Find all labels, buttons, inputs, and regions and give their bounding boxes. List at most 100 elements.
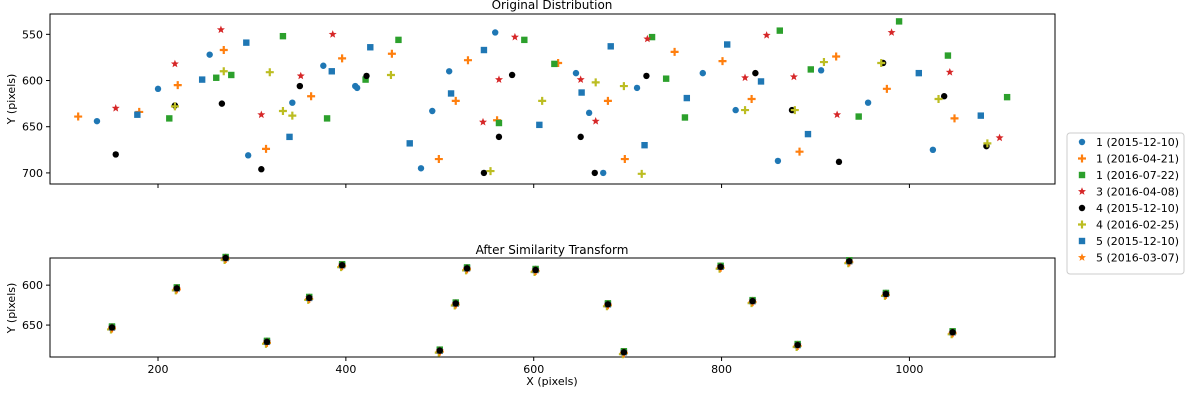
bottom-point bbox=[794, 341, 801, 349]
top-point-series-2 bbox=[395, 36, 402, 44]
top-point-series-6 bbox=[977, 112, 984, 119]
bottom-axes-frame bbox=[49, 257, 1056, 358]
bottom-title: After Similarity Transform bbox=[476, 243, 629, 257]
top-point-series-2 bbox=[648, 33, 656, 41]
top-point-series-1 bbox=[747, 95, 756, 103]
bottom-point bbox=[436, 347, 443, 354]
legend-marker bbox=[1078, 154, 1086, 163]
top-point-series-3 bbox=[833, 110, 842, 119]
legend-marker bbox=[1078, 171, 1086, 179]
bottom-point bbox=[452, 300, 459, 307]
top-panel: Original Distribution Y (pixels) 550 600 6… bbox=[5, 0, 1056, 188]
top-point-series-1 bbox=[451, 96, 460, 105]
top-point-series-2 bbox=[855, 113, 862, 120]
top-point-series-4 bbox=[296, 82, 304, 90]
top-point-series-2 bbox=[279, 32, 287, 40]
top-point-series-0 bbox=[320, 62, 327, 69]
top-point-series-6 bbox=[367, 44, 374, 51]
top-point-series-3 bbox=[576, 75, 585, 83]
top-point-series-6 bbox=[286, 133, 293, 141]
top-point-series-1 bbox=[463, 56, 472, 65]
top-point-series-1 bbox=[795, 147, 804, 156]
x-tick-label: 1000 bbox=[895, 363, 923, 376]
top-point-series-5 bbox=[591, 78, 600, 87]
top-point-series-1 bbox=[832, 52, 841, 61]
top-point-series-5 bbox=[741, 106, 750, 115]
top-point-series-0 bbox=[353, 84, 361, 92]
legend-marker bbox=[1078, 204, 1086, 212]
top-point-series-4 bbox=[363, 72, 370, 80]
top-point-series-5 bbox=[386, 70, 395, 79]
top-point-series-3 bbox=[328, 30, 337, 38]
top-point-series-4 bbox=[508, 71, 516, 79]
top-point-series-0 bbox=[600, 169, 607, 177]
top-point-series-0 bbox=[774, 157, 782, 165]
top-point-series-0 bbox=[93, 117, 101, 125]
top-point-series-0 bbox=[929, 146, 937, 154]
top-point-series-5 bbox=[219, 67, 228, 76]
y-tick-label: 700 bbox=[22, 167, 43, 180]
top-point-series-3 bbox=[741, 73, 749, 82]
legend-marker bbox=[1078, 253, 1086, 261]
top-point-series-1 bbox=[882, 84, 891, 93]
y-tick-label: 550 bbox=[22, 28, 43, 41]
top-point-series-5 bbox=[983, 139, 992, 148]
top-point-series-1 bbox=[74, 112, 83, 121]
top-point-series-3 bbox=[296, 71, 305, 80]
top-point-series-0 bbox=[154, 85, 162, 93]
top-point-series-3 bbox=[945, 68, 954, 76]
top-point-series-5 bbox=[288, 111, 297, 120]
top-point-series-2 bbox=[495, 119, 503, 127]
legend-marker bbox=[1078, 187, 1086, 195]
top-point-series-0 bbox=[206, 51, 213, 58]
top-point-series-4 bbox=[591, 169, 598, 177]
top-point-series-2 bbox=[228, 71, 235, 79]
top-point-series-4 bbox=[577, 133, 584, 141]
top-point-series-0 bbox=[429, 107, 436, 115]
top-point-series-1 bbox=[338, 54, 347, 63]
top-point-series-6 bbox=[683, 94, 691, 102]
top-point-series-0 bbox=[244, 152, 252, 159]
bottom-point bbox=[173, 285, 180, 292]
bottom-point bbox=[620, 349, 628, 356]
legend-label: 4 (2016-02-25) bbox=[1096, 219, 1179, 232]
top-point-series-2 bbox=[944, 52, 952, 59]
top-point-series-6 bbox=[536, 121, 543, 129]
top-point-series-0 bbox=[633, 84, 641, 92]
top-point-series-5 bbox=[819, 58, 828, 67]
top-point-series-2 bbox=[166, 115, 173, 122]
top-point-series-0 bbox=[572, 69, 580, 77]
top-point-series-4 bbox=[112, 151, 119, 158]
top-point-series-6 bbox=[757, 78, 765, 85]
top-ticks: 550 600 650 700 bbox=[22, 28, 910, 188]
x-tick-label: 600 bbox=[523, 363, 544, 376]
legend-label: 5 (2015-12-10) bbox=[1096, 235, 1179, 248]
top-point-series-3 bbox=[762, 31, 771, 39]
bottom-point bbox=[222, 254, 229, 262]
top-ylabel: Y (pixels) bbox=[5, 74, 18, 126]
top-point-series-0 bbox=[417, 165, 425, 172]
top-point-series-5 bbox=[619, 82, 628, 91]
top-point-series-5 bbox=[265, 68, 274, 77]
top-point-series-5 bbox=[934, 95, 943, 103]
top-point-series-1 bbox=[670, 47, 679, 56]
top-point-series-0 bbox=[817, 67, 825, 74]
y-tick-label: 600 bbox=[22, 75, 43, 88]
top-point-series-6 bbox=[641, 141, 648, 149]
bottom-point bbox=[949, 329, 956, 336]
legend-label: 5 (2016-03-07) bbox=[1096, 252, 1179, 265]
top-point-series-6 bbox=[406, 140, 413, 147]
top-point-series-6 bbox=[243, 39, 250, 46]
top-point-series-0 bbox=[492, 29, 499, 36]
top-point-series-1 bbox=[387, 49, 396, 58]
top-point-series-1 bbox=[173, 81, 182, 90]
bottom-ylabel: Y (pixels) bbox=[5, 283, 18, 335]
top-point-series-3 bbox=[591, 117, 600, 125]
top-point-series-0 bbox=[699, 69, 706, 77]
legend: 1 (2015-12-10) 1 (2016-04-21) 1 (2016-07-2… bbox=[1066, 132, 1185, 275]
top-point-series-4 bbox=[752, 69, 759, 77]
top-marks bbox=[74, 18, 1011, 178]
bottom-point bbox=[338, 261, 346, 269]
top-point-series-6 bbox=[447, 90, 455, 97]
top-point-series-3 bbox=[216, 25, 225, 34]
